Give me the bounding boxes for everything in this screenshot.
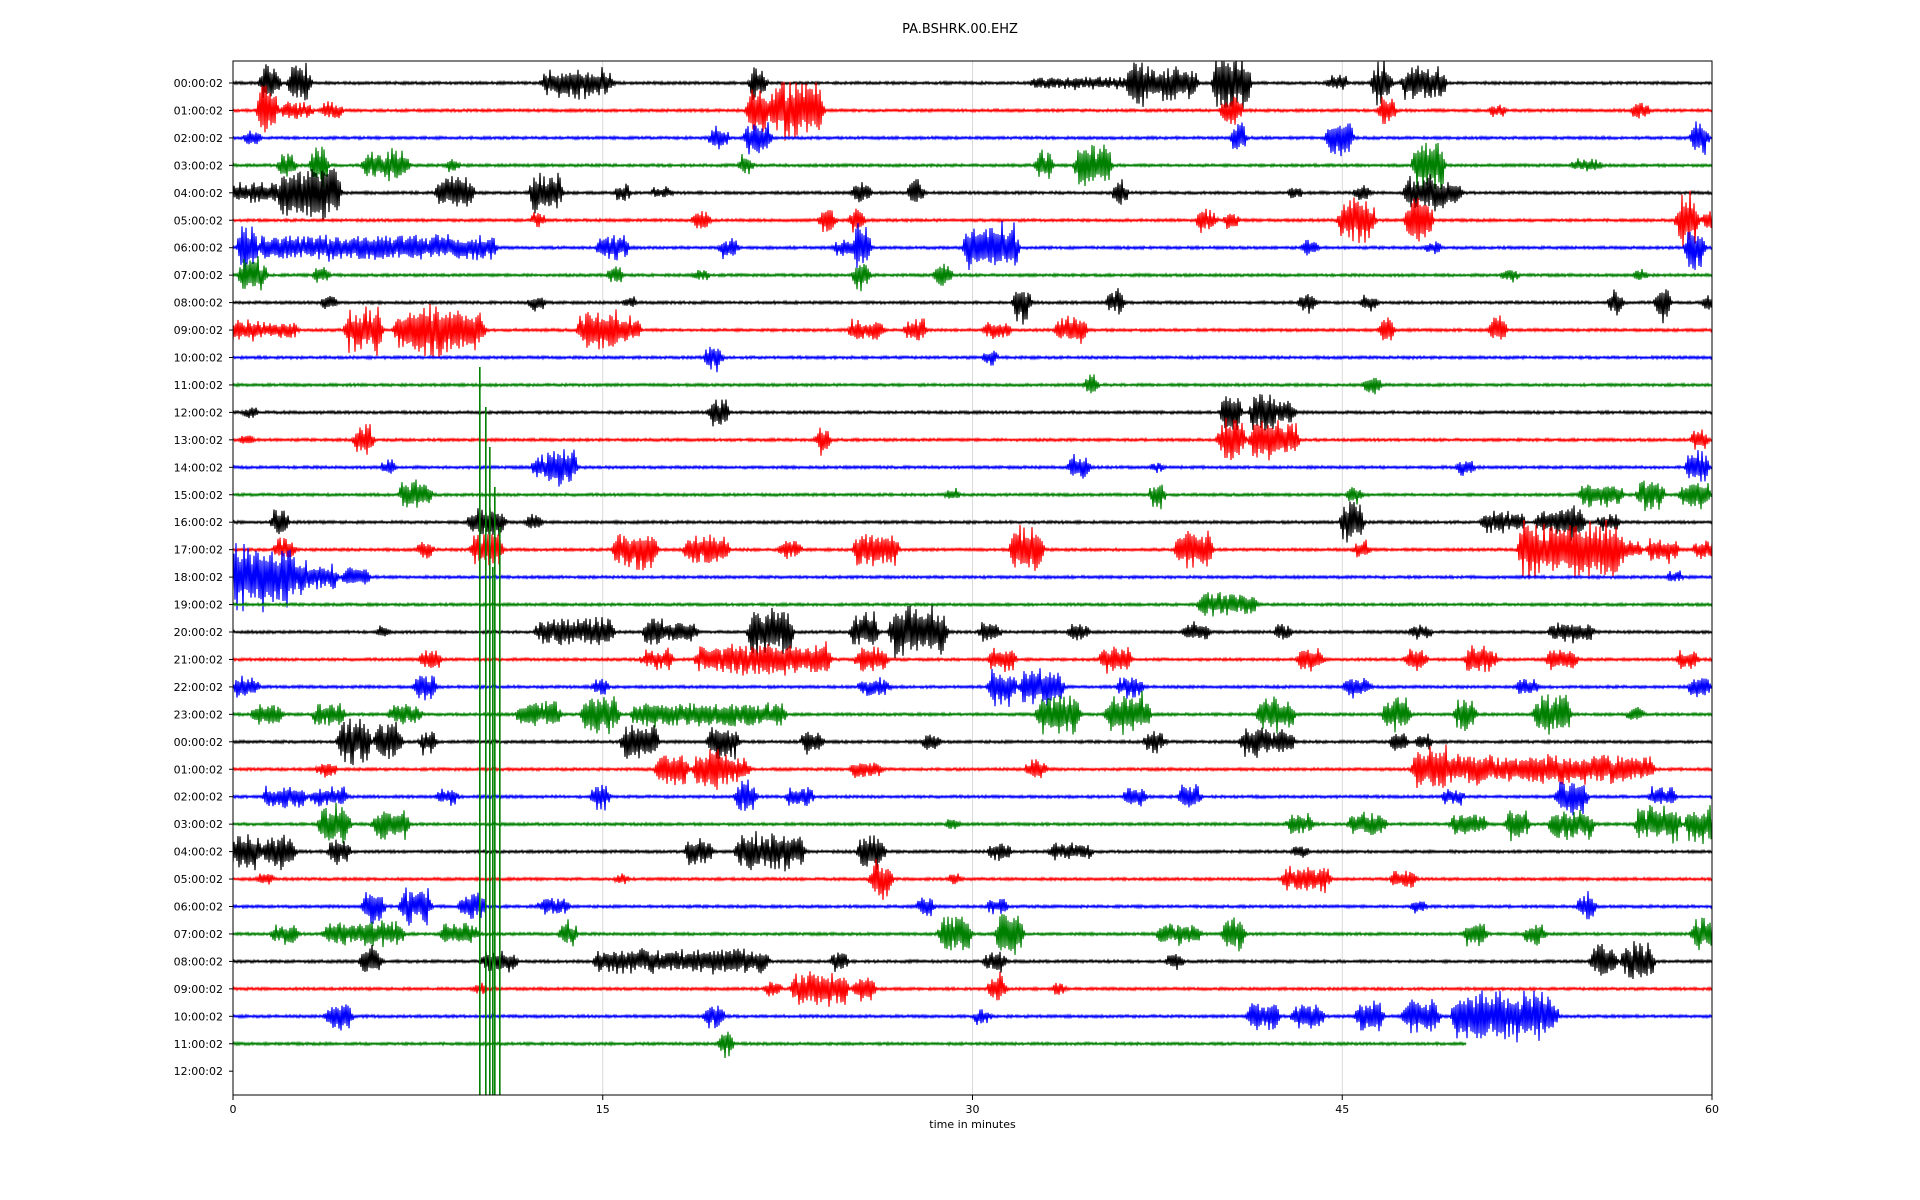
- row-time-label: 01:00:02: [174, 104, 223, 117]
- row-time-label: 04:00:02: [174, 187, 223, 200]
- row-time-label: 13:00:02: [174, 434, 223, 447]
- row-time-label: 01:00:02: [174, 763, 223, 776]
- row-time-label: 06:00:02: [174, 242, 223, 255]
- seismic-trace: [233, 190, 1712, 248]
- x-tick-label: 45: [1335, 1103, 1349, 1116]
- chart-title: PA.BSHRK.00.EHZ: [902, 22, 1018, 37]
- seismic-trace: [233, 346, 1712, 373]
- x-tick-label: 15: [596, 1103, 610, 1116]
- row-time-label: 03:00:02: [174, 818, 223, 831]
- row-time-label: 18:00:02: [174, 571, 223, 584]
- x-tick-label: 30: [966, 1103, 980, 1116]
- row-time-label: 08:00:02: [174, 297, 223, 310]
- seismic-trace: [233, 1031, 1467, 1059]
- x-tick-label: 60: [1705, 1103, 1719, 1116]
- row-time-label: 00:00:02: [174, 77, 223, 90]
- seismic-trace: [233, 168, 1712, 221]
- row-time-label: 07:00:02: [174, 269, 223, 282]
- row-time-label: 07:00:02: [174, 928, 223, 941]
- row-time-label: 00:00:02: [174, 736, 223, 749]
- row-time-label: 03:00:02: [174, 159, 223, 172]
- seismic-trace: [233, 61, 1712, 109]
- row-time-label: 17:00:02: [174, 544, 223, 557]
- seismic-trace: [233, 221, 1712, 277]
- row-time-label: 09:00:02: [174, 324, 223, 337]
- row-time-label: 02:00:02: [174, 132, 223, 145]
- seismic-trace: [233, 288, 1712, 325]
- row-time-label: 02:00:02: [174, 791, 223, 804]
- row-time-label: 12:00:02: [174, 1065, 223, 1078]
- x-axis-label: time in minutes: [929, 1118, 1016, 1131]
- row-time-label: 21:00:02: [174, 653, 223, 666]
- seismic-trace: [233, 121, 1712, 157]
- row-time-label: 16:00:02: [174, 516, 223, 529]
- row-time-label: 10:00:02: [174, 1010, 223, 1023]
- row-time-label: 10:00:02: [174, 352, 223, 365]
- row-time-label: 09:00:02: [174, 983, 223, 996]
- seismic-trace: [233, 81, 1712, 141]
- row-time-label: 23:00:02: [174, 708, 223, 721]
- row-time-label: 04:00:02: [174, 846, 223, 859]
- row-time-label: 20:00:02: [174, 626, 223, 639]
- seismic-trace: [233, 142, 1712, 191]
- row-time-label: 05:00:02: [174, 873, 223, 886]
- row-time-label: 08:00:02: [174, 955, 223, 968]
- x-tick-label: 0: [230, 1103, 237, 1116]
- row-time-label: 15:00:02: [174, 489, 223, 502]
- row-time-label: 12:00:02: [174, 406, 223, 419]
- row-time-label: 06:00:02: [174, 901, 223, 914]
- row-time-label: 22:00:02: [174, 681, 223, 694]
- row-time-label: 11:00:02: [174, 379, 223, 392]
- seismic-trace: [233, 256, 1712, 292]
- seismic-trace: [233, 304, 1712, 358]
- row-time-label: 11:00:02: [174, 1038, 223, 1051]
- row-time-label: 14:00:02: [174, 461, 223, 474]
- row-time-label: 05:00:02: [174, 214, 223, 227]
- row-time-label: 19:00:02: [174, 599, 223, 612]
